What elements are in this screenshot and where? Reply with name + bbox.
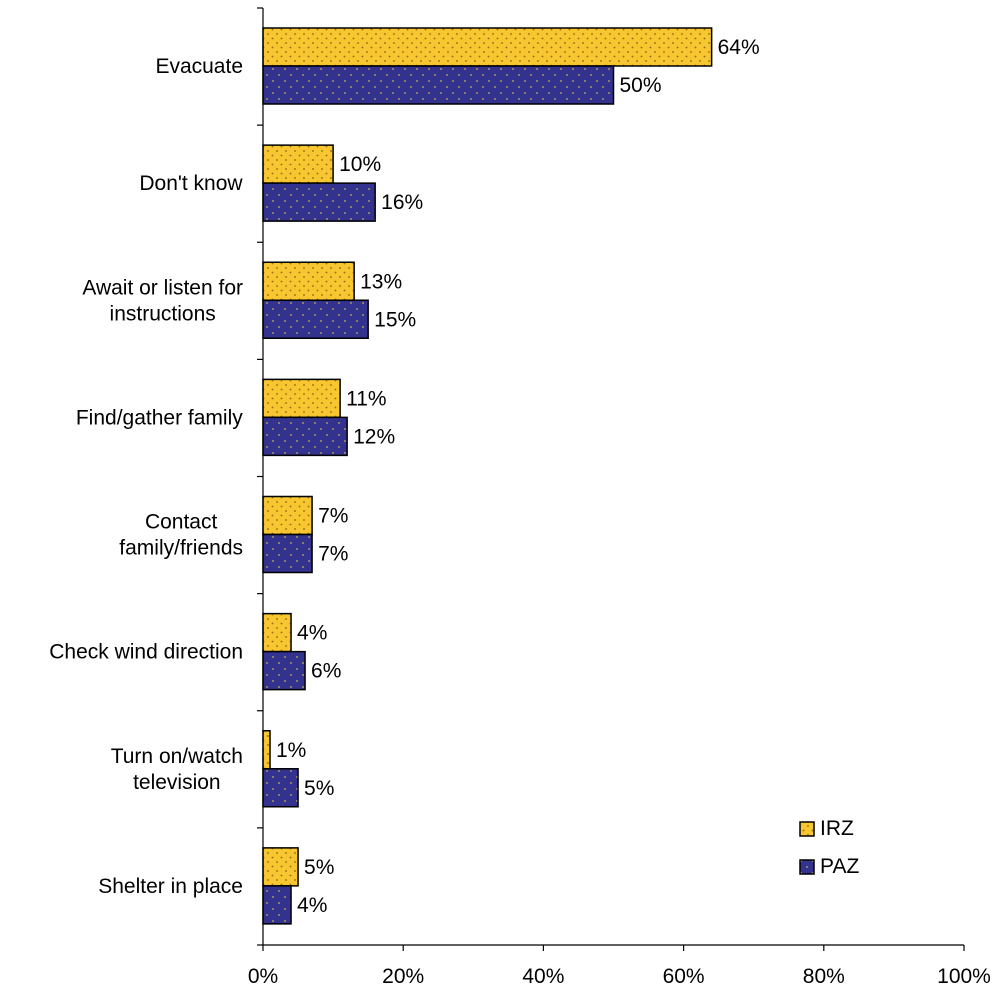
bar-paz xyxy=(262,182,376,222)
category-label: Find/gather family xyxy=(76,406,243,429)
data-label-paz: 16% xyxy=(381,191,423,214)
bar-irz xyxy=(262,378,341,419)
x-tick-label: 80% xyxy=(803,965,845,988)
bar-irz xyxy=(262,144,334,184)
data-label-irz: 5% xyxy=(304,856,334,879)
x-tick-label: 60% xyxy=(663,965,705,988)
data-label-irz: 11% xyxy=(346,387,386,410)
data-label-paz: 4% xyxy=(297,894,327,917)
legend-label-irz: IRZ xyxy=(820,817,854,840)
bars xyxy=(262,27,713,925)
bar-paz xyxy=(262,65,615,105)
data-label-irz: 13% xyxy=(360,270,402,293)
value-labels: 64% 50% 10%16% 13% 15% 11% 12% 7% 7% 4% 6% 1% 5% 5% 4% xyxy=(276,36,760,917)
x-tick-label: 40% xyxy=(522,965,564,988)
data-label-irz: 7% xyxy=(318,505,348,528)
data-label-paz: 15% xyxy=(374,308,416,331)
data-label-paz: 12% xyxy=(353,425,395,448)
bar-paz xyxy=(262,416,348,457)
bar-irz xyxy=(262,261,355,301)
x-tick-label: 0% xyxy=(248,965,278,988)
data-label-irz: 64% xyxy=(718,36,760,59)
data-label-irz: 1% xyxy=(276,739,306,762)
axes: 0% 20% 40% 60% 80% 100% xyxy=(248,7,991,988)
category-label: Shelter in place xyxy=(98,875,243,898)
legend-swatch-irz xyxy=(799,821,815,837)
category-label: Check wind direction xyxy=(49,641,243,664)
legend-label-paz: PAZ xyxy=(820,855,859,878)
x-tick-label: 20% xyxy=(382,965,424,988)
data-label-irz: 4% xyxy=(297,622,327,645)
legend: IRZ PAZ xyxy=(799,817,859,878)
data-label-paz: 5% xyxy=(304,777,334,800)
category-labels: Evacuate Don't know Await or listen for ins… xyxy=(49,55,243,898)
data-label-paz: 7% xyxy=(318,543,348,566)
bar-paz xyxy=(262,533,313,574)
x-tick-label: 100% xyxy=(937,965,991,988)
data-label-paz: 6% xyxy=(311,660,341,683)
bar-irz xyxy=(262,495,313,536)
legend-swatch-paz xyxy=(799,859,815,875)
bar-irz xyxy=(262,730,271,770)
bar-paz xyxy=(262,885,292,925)
bar-irz xyxy=(262,847,299,887)
category-label: Contact family/friends xyxy=(119,511,243,560)
bar-irz xyxy=(262,612,292,653)
bar-paz xyxy=(262,768,299,808)
data-label-paz: 50% xyxy=(620,74,662,97)
category-label: Turn on/watch television xyxy=(111,745,243,794)
category-label: Await or listen for instructions xyxy=(82,276,243,325)
bar-paz xyxy=(262,299,369,339)
category-label: Evacuate xyxy=(155,55,243,78)
bar-paz xyxy=(262,650,306,691)
data-label-irz: 10% xyxy=(339,153,381,176)
category-label: Don't know xyxy=(139,172,243,195)
bar-irz xyxy=(262,27,713,67)
